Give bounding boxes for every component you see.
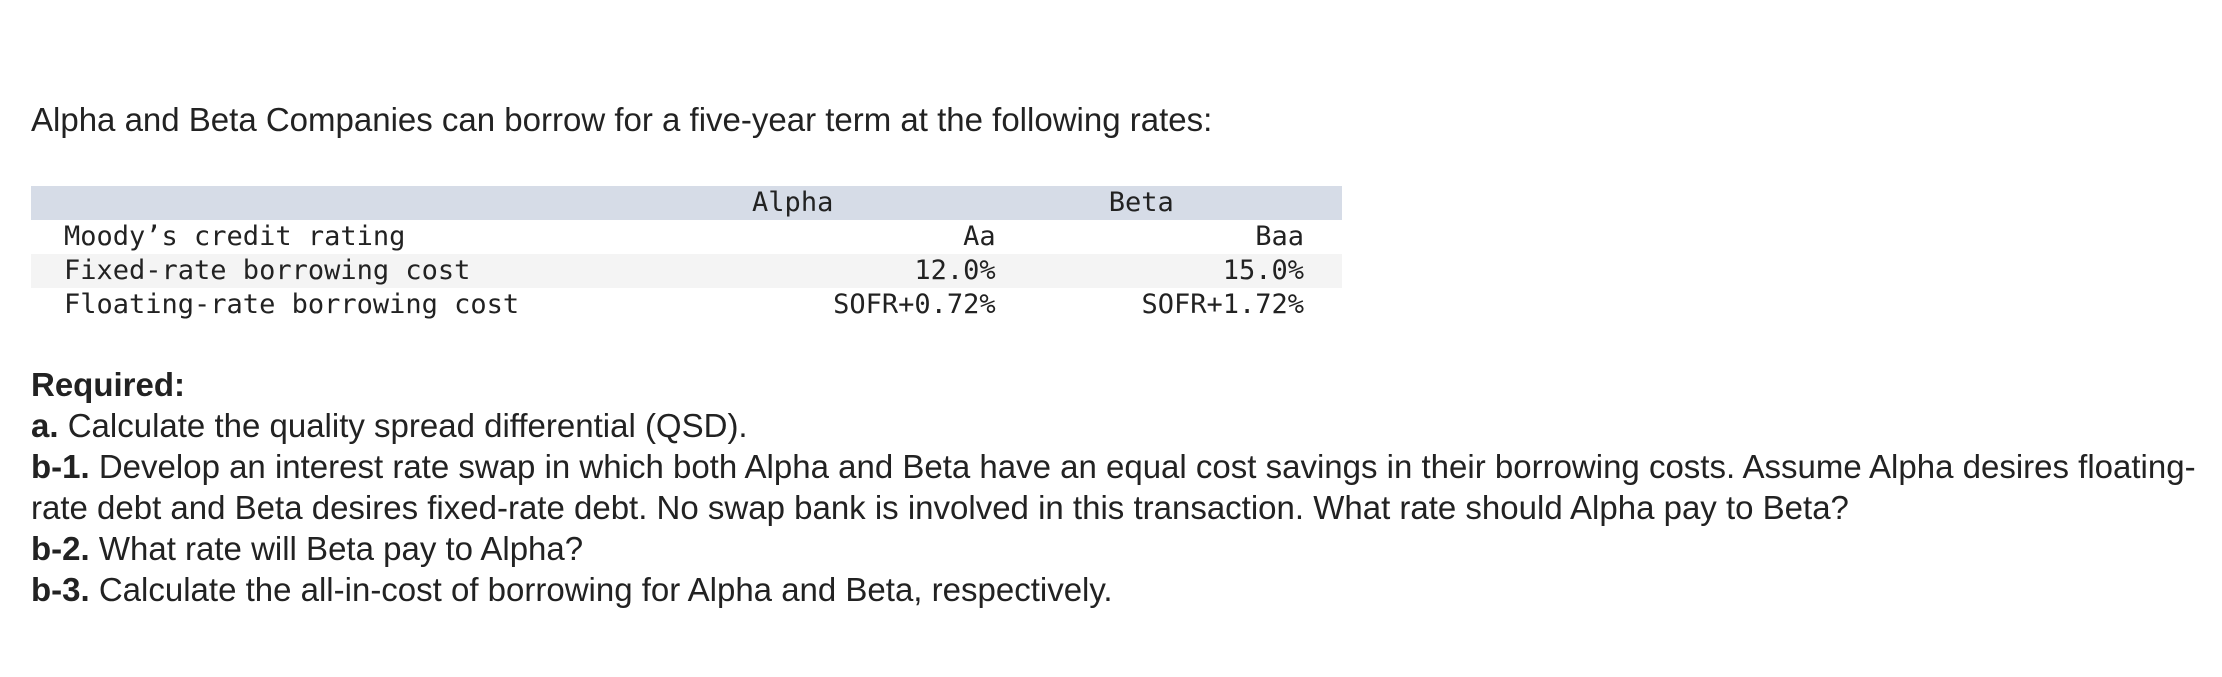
question-text: Calculate the all-in-cost of borrowing f… (89, 571, 1113, 608)
question-label: b-1. (31, 448, 90, 485)
row-label: Floating-rate borrowing cost (64, 289, 520, 320)
beta-value: SOFR+1.72% (1141, 289, 1304, 320)
question-b3: b-3. Calculate the all-in-cost of borrow… (31, 569, 2201, 610)
row-label: Moody’s credit rating (64, 221, 406, 252)
row-label: Fixed-rate borrowing cost (64, 255, 471, 286)
required-section: Required: a. Calculate the quality sprea… (31, 364, 2201, 610)
beta-value: Baa (1255, 221, 1304, 252)
table-row: Floating-rate borrowing cost SOFR+0.72% … (31, 288, 1342, 322)
question-b2: b-2. What rate will Beta pay to Alpha? (31, 528, 2201, 569)
question-text: What rate will Beta pay to Alpha? (89, 530, 584, 567)
question-label: b-3. (31, 571, 90, 608)
table-row: Fixed-rate borrowing cost 12.0% 15.0% (31, 254, 1342, 288)
question-label: a. (31, 407, 59, 444)
question-text: Calculate the quality spread differentia… (58, 407, 748, 444)
table-row: Moody’s credit rating Aa Baa (31, 220, 1342, 254)
required-heading: Required: (31, 366, 186, 403)
question-label: b-2. (31, 530, 90, 567)
header-label (31, 186, 716, 220)
alpha-value: 12.0% (914, 255, 996, 286)
intro-text: Alpha and Beta Companies can borrow for … (31, 101, 1213, 138)
alpha-value: Aa (963, 221, 996, 252)
borrowing-rates-table: Alpha Beta Moody’s credit rating Aa Baa … (31, 186, 1342, 322)
question-a: a. Calculate the quality spread differen… (31, 405, 2201, 446)
question-b1: b-1. Develop an interest rate swap in wh… (31, 446, 2201, 528)
header-beta: Beta (1108, 187, 1174, 218)
beta-value: 15.0% (1222, 255, 1304, 286)
question-text: Develop an interest rate swap in which b… (31, 448, 2196, 526)
table-header-row: Alpha Beta (31, 186, 1342, 220)
header-alpha: Alpha (752, 187, 834, 218)
alpha-value: SOFR+0.72% (833, 289, 996, 320)
